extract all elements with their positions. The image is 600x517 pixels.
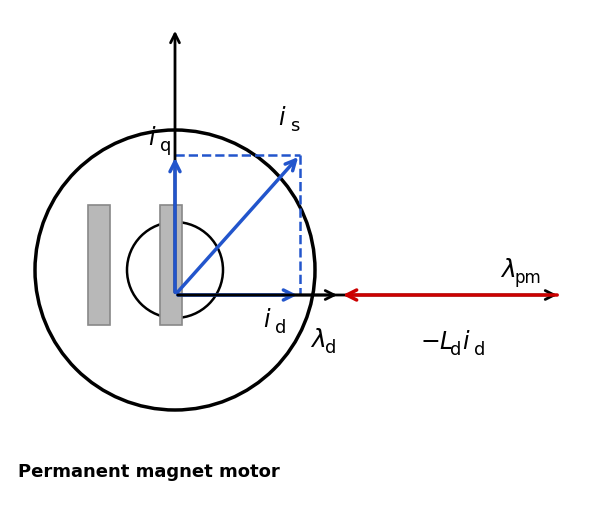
Text: q: q [160,137,172,155]
Bar [88,205,110,325]
Text: $i$: $i$ [263,308,271,332]
Text: d: d [275,319,286,337]
Text: $-L$: $-L$ [420,330,454,354]
Text: s: s [290,117,299,135]
Text: $i$: $i$ [148,126,157,150]
Text: $i$: $i$ [278,106,286,130]
Text: d: d [450,341,461,359]
Text: $i$: $i$ [462,330,470,354]
Text: pm: pm [515,269,542,287]
Text: Permanent magnet motor: Permanent magnet motor [18,463,280,481]
Bar [160,205,182,325]
Text: d: d [474,341,485,359]
Text: $\lambda$: $\lambda$ [310,328,325,352]
Text: d: d [325,339,337,357]
Text: $\lambda$: $\lambda$ [500,258,515,282]
